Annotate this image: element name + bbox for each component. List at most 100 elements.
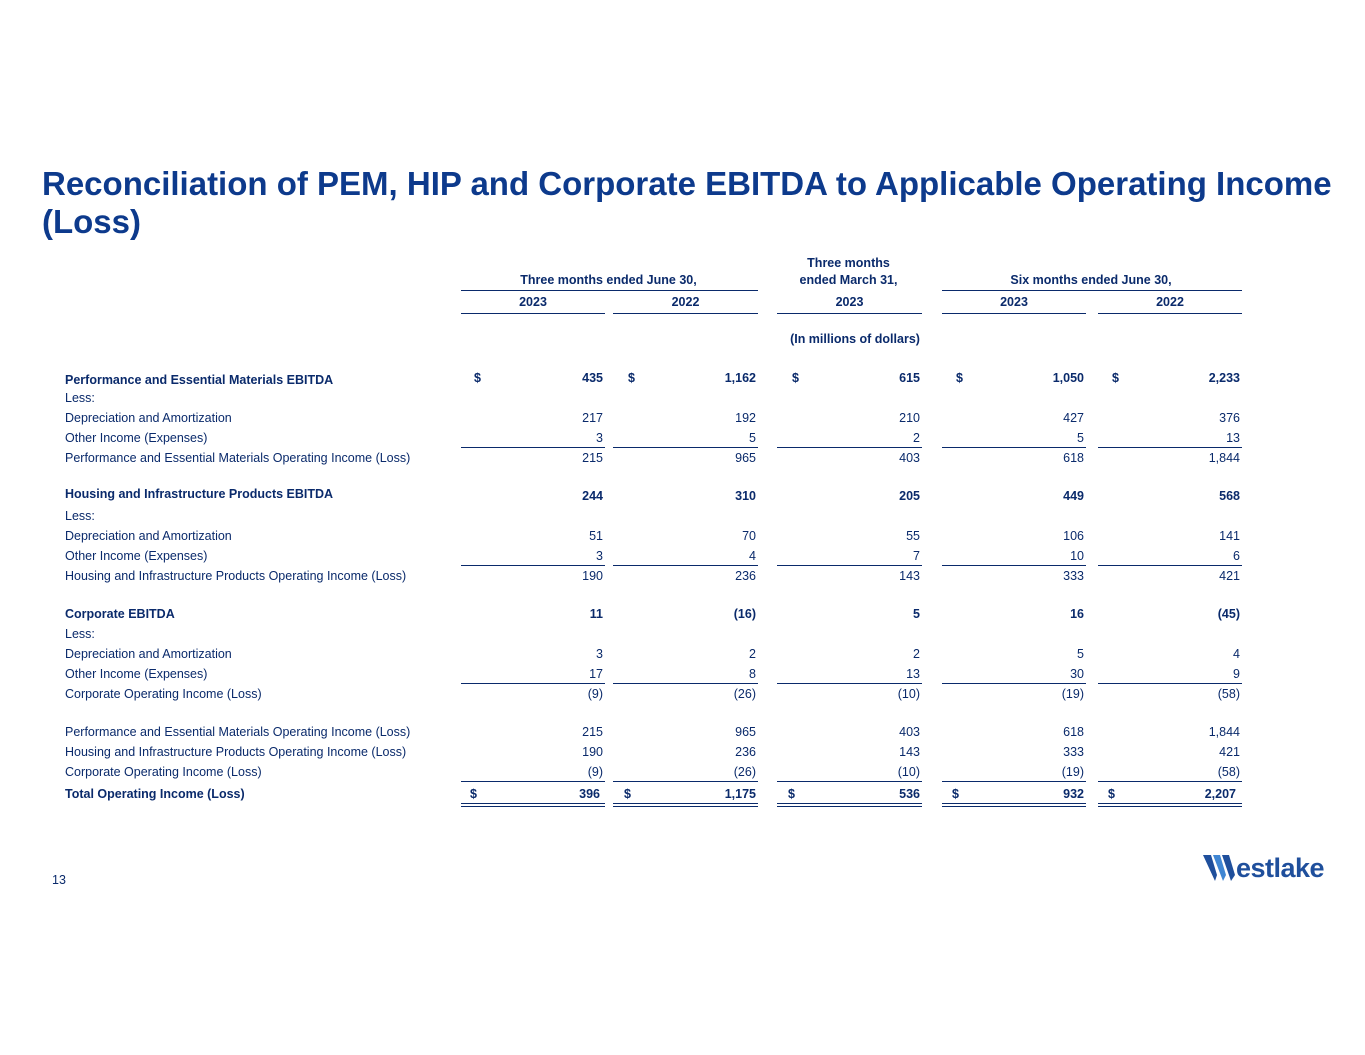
row-value: 55 bbox=[906, 529, 920, 543]
row-label: Housing and Infrastructure Products EBIT… bbox=[65, 487, 334, 501]
subtotal-rule bbox=[461, 683, 605, 684]
row-value: 215 bbox=[582, 451, 603, 465]
row-value: (26) bbox=[733, 687, 756, 701]
row-value: 236 bbox=[735, 745, 756, 759]
row-value: 421 bbox=[1219, 745, 1240, 759]
row-label: Housing and Infrastructure Products Oper… bbox=[65, 569, 407, 583]
dollar-sign: $ bbox=[792, 371, 799, 385]
subtotal-rule bbox=[1098, 447, 1242, 448]
table-row: Depreciation and Amortization 51 70 55 106 14… bbox=[0, 526, 1365, 546]
row-value: 427 bbox=[1063, 411, 1084, 425]
westlake-logo: estlake bbox=[1203, 848, 1325, 888]
subtotal-rule bbox=[461, 447, 605, 448]
row-value: 11 bbox=[589, 607, 603, 621]
row-value: 449 bbox=[1063, 489, 1084, 503]
table-row: Housing and Infrastructure Products Oper… bbox=[0, 566, 1365, 586]
header-three-months-june: Three months ended June 30, bbox=[520, 273, 697, 287]
subtotal-rule bbox=[613, 781, 758, 782]
row-value: 190 bbox=[582, 745, 603, 759]
row-value: (10) bbox=[897, 765, 920, 779]
row-value: 1,162 bbox=[724, 371, 756, 385]
total-double-rule bbox=[777, 803, 922, 804]
table-row: Less: bbox=[0, 388, 1365, 408]
table-row: Other Income (Expenses) 17 8 13 30 9 bbox=[0, 664, 1365, 684]
table-row: Housing and Infrastructure Products Oper… bbox=[0, 742, 1365, 762]
row-value: 1,175 bbox=[724, 787, 756, 801]
row-value: 403 bbox=[899, 451, 920, 465]
row-value: 3 bbox=[596, 647, 603, 661]
row-value: 143 bbox=[899, 569, 920, 583]
row-label: Corporate EBITDA bbox=[65, 607, 175, 621]
row-value: 435 bbox=[582, 371, 603, 385]
subtotal-rule bbox=[613, 447, 758, 448]
year-header: 2022 bbox=[671, 295, 700, 309]
table-row: Less: bbox=[0, 624, 1365, 644]
subtotal-rule bbox=[942, 683, 1086, 684]
year-header: 2023 bbox=[1000, 295, 1028, 309]
subtotal-rule bbox=[942, 565, 1086, 566]
header-rule bbox=[461, 290, 758, 291]
total-double-rule bbox=[613, 806, 758, 807]
subtotal-rule bbox=[777, 447, 922, 448]
row-value: (45) bbox=[1217, 607, 1240, 621]
subtotal-rule bbox=[1098, 565, 1242, 566]
table-row: Performance and Essential Materials Oper… bbox=[0, 722, 1365, 742]
dollar-sign: $ bbox=[956, 371, 963, 385]
row-value: 2,233 bbox=[1208, 371, 1240, 385]
row-label: Depreciation and Amortization bbox=[65, 529, 232, 543]
row-value: 3 bbox=[596, 431, 603, 445]
dollar-sign: $ bbox=[628, 371, 635, 385]
row-value: 7 bbox=[913, 549, 920, 563]
subtotal-rule bbox=[942, 781, 1086, 782]
row-value: 6 bbox=[1233, 549, 1240, 563]
row-value: 376 bbox=[1219, 411, 1240, 425]
total-double-rule bbox=[461, 803, 605, 804]
year-rule bbox=[613, 313, 758, 314]
row-value: 70 bbox=[742, 529, 756, 543]
table-row: Corporate Operating Income (Loss) (9) (26)… bbox=[0, 684, 1365, 704]
row-value: 2 bbox=[749, 647, 756, 661]
row-value: 215 bbox=[582, 725, 603, 739]
row-value: 2,207 bbox=[1204, 787, 1236, 801]
row-label: Housing and Infrastructure Products Oper… bbox=[65, 745, 407, 759]
row-value: 1,050 bbox=[1052, 371, 1084, 385]
row-value: (19) bbox=[1061, 687, 1084, 701]
table-row: Other Income (Expenses) 3 5 2 5 13 bbox=[0, 428, 1365, 448]
row-value: (58) bbox=[1217, 765, 1240, 779]
row-value: 143 bbox=[899, 745, 920, 759]
year-rule bbox=[1098, 313, 1242, 314]
row-value: 4 bbox=[749, 549, 756, 563]
row-value: 2 bbox=[913, 647, 920, 661]
total-double-rule bbox=[942, 803, 1086, 804]
dollar-sign: $ bbox=[470, 787, 477, 801]
row-value: 9 bbox=[1233, 667, 1240, 681]
total-double-rule bbox=[613, 803, 758, 804]
total-double-rule bbox=[461, 806, 605, 807]
header-rule bbox=[942, 290, 1242, 291]
row-value: 30 bbox=[1070, 667, 1084, 681]
row-value: 965 bbox=[735, 725, 756, 739]
row-label: Depreciation and Amortization bbox=[65, 411, 232, 425]
year-rule bbox=[777, 313, 922, 314]
total-double-rule bbox=[942, 806, 1086, 807]
row-value: 5 bbox=[1077, 647, 1084, 661]
row-value: 932 bbox=[1063, 787, 1084, 801]
row-value: 51 bbox=[589, 529, 603, 543]
row-label: Less: bbox=[65, 391, 95, 405]
row-value: (10) bbox=[897, 687, 920, 701]
row-value: 3 bbox=[596, 549, 603, 563]
row-value: 421 bbox=[1219, 569, 1240, 583]
dollar-sign: $ bbox=[952, 787, 959, 801]
total-double-rule bbox=[1098, 806, 1242, 807]
table-row: Corporate EBITDA 11 (16) 5 16 (45) bbox=[0, 604, 1365, 624]
row-value: (58) bbox=[1217, 687, 1240, 701]
row-value: 403 bbox=[899, 725, 920, 739]
row-value: (9) bbox=[587, 687, 603, 701]
row-value: 192 bbox=[735, 411, 756, 425]
westlake-w-icon bbox=[1203, 855, 1235, 881]
year-header: 2023 bbox=[519, 295, 547, 309]
units-label: (In millions of dollars) bbox=[790, 332, 920, 346]
header-three-months-march-line2: ended March 31, bbox=[799, 273, 898, 287]
header-three-months-march: Three months ended March 31, bbox=[777, 255, 920, 289]
row-label: Performance and Essential Materials Oper… bbox=[65, 451, 411, 465]
